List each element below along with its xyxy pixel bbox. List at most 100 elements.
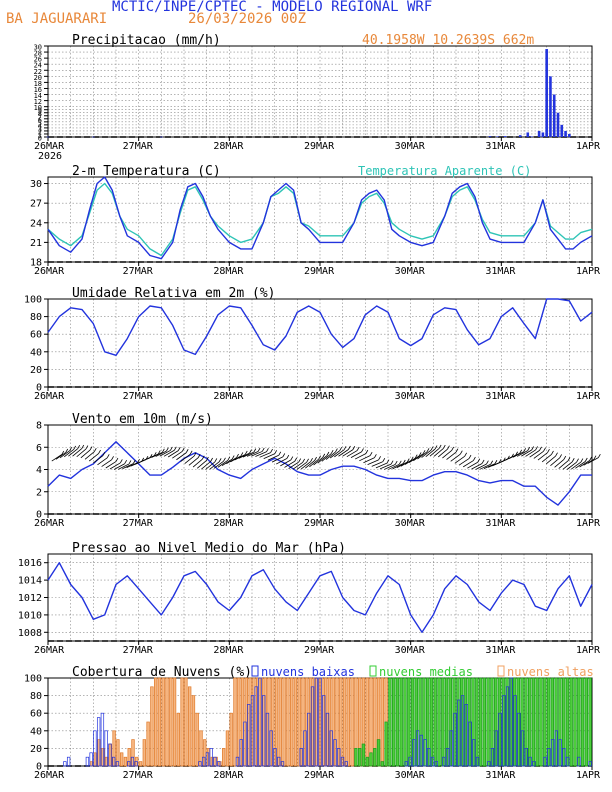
precip-xtick-label: 27MAR [123,141,154,152]
wind-barb [329,450,340,459]
wind-barb [425,448,436,457]
header-title: MCTIC/INPE/CPTEC - MODELO REGIONAL WRF [112,0,433,15]
cloud-bar-nuvens-baixas [408,756,412,767]
wind-barb [388,463,400,470]
wind-barb [105,461,117,469]
wind-barb-flag [402,459,406,464]
cloud-bar-nuvens-baixas [217,761,221,767]
cloud-bar-nuvens-altas [153,677,158,767]
cloud-bar-nuvens-baixas [280,761,285,767]
clouds-xtick-label: 28MAR [213,770,244,781]
cloud-bar-nuvens-medias [535,677,539,767]
wind-barb-flag [218,458,222,463]
cloud-bar-nuvens-baixas [108,743,112,767]
wind-barb-flag [227,456,231,461]
wind-barb-flag [426,448,430,452]
precip-xtick-label: 26MAR [34,141,65,152]
precip-xtick-label: 28MAR [213,141,244,152]
cloud-bar-nuvens-baixas [562,748,566,767]
precip-bar [526,132,530,137]
wind-barb-flag [231,455,235,460]
precip-ytick-label: 2 [38,128,42,136]
cloud-bar-nuvens-altas [305,677,309,767]
cloud-bar-nuvens-baixas [528,756,532,767]
clouds-ytick-label: 40 [30,726,42,737]
wind-barb-flag [185,449,189,453]
wind-barb-flag [365,449,369,454]
wind-barb-flag [563,455,567,460]
wind-barb [188,457,199,466]
cloud-bar-nuvens-baixas [468,721,472,767]
wind-barb [51,454,63,462]
cloud-bar-nuvens-altas [346,677,351,767]
wind-ytick-label: 2 [36,487,42,498]
pressure-xtick-label: 29MAR [304,645,335,656]
wind-barb [554,459,565,468]
cloud-bar-nuvens-baixas [202,756,206,767]
wind-line [47,441,592,506]
cloud-bar-nuvens-baixas [277,756,281,767]
wind-barb [558,460,569,469]
wind-barb-flag [249,449,252,454]
wind-barb-flag [318,455,321,460]
cloud-bar-nuvens-medias [577,677,581,767]
wind-barb-flag [65,448,69,453]
humidity-xtick-label: 27MAR [123,391,154,402]
cloud-bar-nuvens-medias [569,677,573,767]
wind-barb-flag [559,454,562,459]
cloud-bar-nuvens-baixas [265,712,270,767]
wind-barb [118,463,130,470]
cloud-bar-nuvens-baixas [104,730,108,767]
wind-barb [450,453,461,462]
wind-barb-flag [330,449,334,454]
precip-ytick-label: 14 [34,92,42,100]
header-location: BA JAGUARARI [6,11,108,27]
wind-barb-flag [468,454,472,459]
precip-ytick-label: 20 [34,74,42,82]
wind-barb [566,461,577,470]
wind-barb [334,449,345,458]
wind-barb [338,449,349,457]
wind-barb [379,463,392,470]
pressure-ytick-label: 1016 [18,558,42,569]
temperature-xtick-label: 1APR [576,266,601,277]
wind-barb-flag [298,458,302,463]
wind-barb-flag [157,450,161,455]
precip-ytick-label: 0 [38,135,42,143]
humidity-xtick-label: 31MAR [485,391,516,402]
precip-ytick-label: 9 [38,107,42,115]
cloud-bar-nuvens-baixas [273,748,277,767]
cloud-bar-nuvens-baixas [565,756,570,767]
precip-ytick-label: 16 [34,86,42,94]
clouds-ytick-label: 100 [24,674,42,685]
cloud-bar-nuvens-medias [482,677,487,767]
pressure-ytick-label: 1008 [18,628,42,639]
cloud-bar-nuvens-baixas [430,756,435,767]
cloud-bar-nuvens-baixas [490,748,495,767]
cloud-bar-nuvens-baixas [513,695,517,767]
wind-barb-flag [535,446,538,451]
wind-barb-flag [442,444,446,449]
wind-barb-flag [455,448,459,453]
temperature-title: 2-m Temperatura (C) [72,164,221,179]
wind-barb-flag [278,451,282,456]
wind-xtick-label: 26MAR [34,518,65,529]
wind-barb-flag [197,454,201,458]
wind-barb [317,455,328,464]
wind-barb [392,463,404,470]
humidity-ytick-label: 100 [24,295,42,306]
cloud-bar-nuvens-baixas [209,748,213,767]
cloud-bar-nuvens-baixas [318,677,322,767]
wind-barb-flag [418,452,422,457]
cloud-bar-nuvens-altas [335,677,339,767]
cloud-bar-nuvens-baixas [111,756,116,767]
precip-bar [545,49,548,137]
cloud-bar-nuvens-altas [327,677,332,767]
cloud-bar-nuvens-altas [380,677,385,767]
clouds-xtick-label: 1APR [576,770,601,781]
precip-xtick-label: 30MAR [395,141,426,152]
wind-barb-flag [593,455,597,460]
cloud-bar-nuvens-medias [399,677,403,767]
wind-barb [201,461,211,470]
